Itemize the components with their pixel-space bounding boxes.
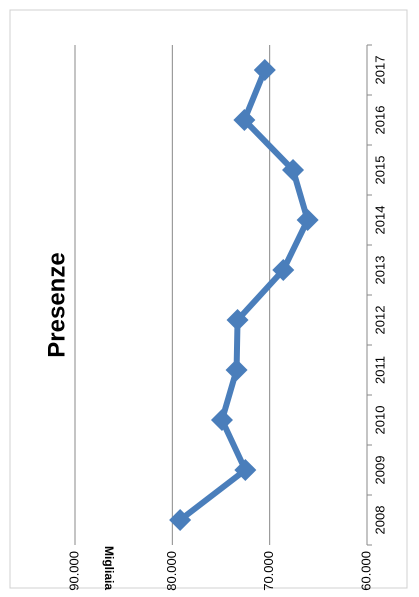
x-tick-label: 2012: [372, 306, 387, 335]
y-tick-label: 70.000: [261, 551, 276, 591]
x-tick-label: 2014: [372, 206, 387, 235]
data-marker: [225, 359, 248, 381]
data-marker: [282, 159, 305, 181]
x-tick-label: 2013: [372, 256, 387, 285]
data-marker: [169, 509, 192, 531]
data-marker: [210, 409, 233, 431]
chart-title: Presenze: [43, 252, 70, 357]
x-tick-label: 2008: [372, 506, 387, 535]
x-tick-label: 2009: [372, 456, 387, 485]
data-marker: [253, 59, 276, 81]
x-tick-label: 2010: [372, 406, 387, 435]
data-marker: [272, 259, 295, 281]
chart-border: [9, 9, 408, 589]
y-tick-label: 90.000: [66, 551, 81, 591]
data-marker: [234, 459, 257, 481]
data-marker: [226, 309, 249, 331]
data-line: [178, 68, 311, 523]
data-marker: [233, 109, 256, 131]
axis-label: Migliaia: [102, 546, 116, 590]
x-tick-label: 2011: [372, 356, 387, 384]
data-marker: [296, 209, 319, 231]
x-tick-label: 2017: [372, 56, 387, 85]
x-tick-label: 2015: [372, 156, 387, 185]
y-tick-label: 60.000: [358, 551, 373, 591]
x-tick-label: 2016: [372, 106, 387, 135]
y-tick-label: 80.000: [164, 551, 179, 591]
